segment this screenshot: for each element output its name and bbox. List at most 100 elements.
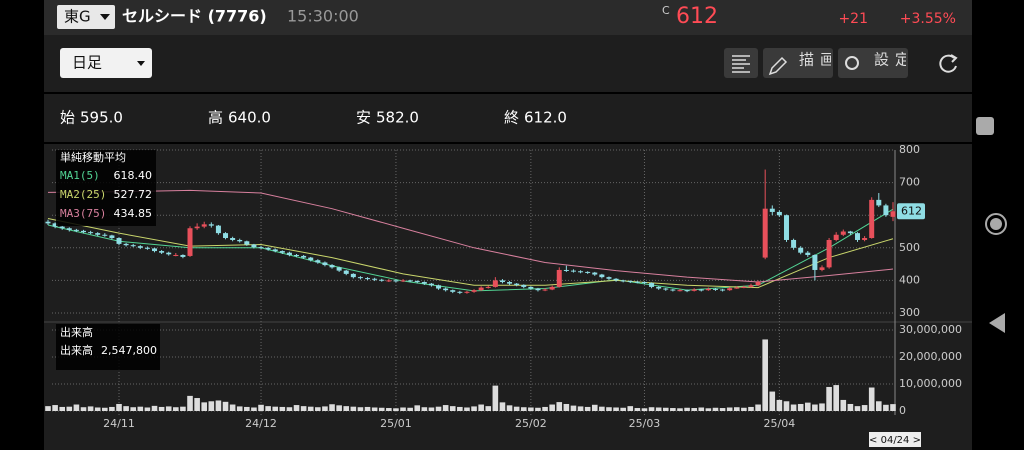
volume-bar [87, 406, 94, 411]
candle-body [585, 271, 591, 273]
volume-bar [620, 407, 626, 411]
volume-bar [350, 406, 357, 411]
volume-bar [307, 406, 314, 411]
y-tick-label: 800 [899, 143, 920, 156]
candle-body [677, 290, 683, 292]
volume-bar [449, 406, 456, 411]
volume-legend-value: 2,547,800 [101, 344, 157, 357]
candle-body [443, 288, 449, 291]
candle-body [521, 284, 527, 287]
candle-body [279, 251, 285, 253]
candle-body [542, 289, 548, 291]
candle-body [52, 223, 58, 227]
candle-body [180, 254, 186, 257]
candle-body [528, 286, 534, 289]
volume-bar [748, 406, 754, 411]
volume-bar [116, 403, 122, 411]
candle-body [343, 270, 349, 274]
y-tick-label: 500 [899, 241, 920, 254]
candle-body [244, 241, 250, 245]
candle-body [883, 205, 889, 216]
nav-home[interactable] [985, 213, 1007, 235]
candle-body [563, 269, 569, 271]
volume-bar [677, 408, 683, 411]
candle-body [847, 231, 853, 234]
volume-title: 出来高 [60, 325, 93, 339]
layout-button[interactable] [724, 48, 758, 78]
candle-body [272, 249, 278, 252]
candle-body [400, 280, 406, 282]
summary-value: 640.0 [228, 109, 271, 127]
candle-body [507, 282, 513, 284]
volume-bar [222, 401, 229, 411]
legend-name: MA3(75) [60, 207, 106, 220]
candle-body [641, 282, 647, 284]
volume-bar [293, 405, 300, 411]
legend-value: 618.40 [114, 169, 153, 182]
market: 東G [64, 8, 91, 26]
candle-body [649, 283, 655, 287]
volume-bar [315, 407, 321, 411]
volume-bar [244, 406, 250, 411]
candle-body [450, 290, 456, 292]
y-tick-label: 20,000,000 [899, 350, 962, 363]
candle-body [776, 211, 782, 216]
nav-back[interactable] [989, 313, 1005, 333]
volume-bar [386, 408, 392, 411]
candle-body [301, 255, 307, 258]
volume-bar [144, 407, 151, 411]
candle-body [826, 239, 832, 268]
nav-home-dot [990, 218, 1002, 230]
candle-body [492, 280, 498, 287]
candle-body [407, 280, 413, 282]
volume-bar [258, 404, 264, 411]
candle-body [634, 281, 640, 283]
summary-value: 595.0 [80, 109, 123, 127]
volume-bar [819, 403, 825, 411]
candle-body [805, 252, 811, 255]
candle-body [208, 224, 214, 226]
volume-bar [286, 407, 293, 411]
refresh-icon[interactable] [939, 54, 957, 73]
period-select[interactable] [60, 48, 152, 78]
candle-body [173, 254, 179, 256]
volume-bar [201, 402, 208, 411]
x-tick-label: 24/11 [103, 417, 135, 430]
cursor-date-box [869, 432, 921, 447]
volume-bar [343, 406, 350, 411]
volume-bar [428, 407, 435, 411]
volume-bar [883, 404, 889, 411]
candle-body [854, 233, 860, 240]
candle-body [329, 265, 335, 268]
volume-bar [59, 406, 66, 411]
candle-body [798, 247, 804, 253]
volume-bar [158, 406, 165, 411]
market-select[interactable] [57, 5, 115, 29]
candle-body [116, 238, 122, 244]
top-bar [44, 0, 972, 35]
candle-body [123, 243, 129, 246]
candle-body [187, 228, 193, 256]
candle-body [59, 226, 65, 229]
nav-recent[interactable] [976, 117, 994, 135]
volume-bar [393, 408, 399, 411]
volume-bar [102, 407, 108, 411]
candle-body [606, 277, 612, 279]
summary-label: 高 [208, 109, 223, 127]
legend-name: MA1(5) [60, 169, 100, 182]
candle-body [265, 247, 271, 250]
candle-body [109, 235, 115, 239]
candle-body [840, 231, 846, 235]
volume-bar [790, 404, 797, 411]
time: 15:30:00 [287, 7, 359, 26]
candle-body [421, 282, 427, 284]
volume-bar [513, 406, 520, 411]
candle-body [102, 234, 108, 236]
candle-body [386, 280, 392, 282]
settings-button[interactable] [838, 48, 908, 78]
draw-button[interactable] [763, 48, 833, 78]
price-prefix: C [662, 4, 670, 17]
volume-bar [783, 401, 790, 411]
candle-body [393, 280, 399, 282]
volume-bar [769, 391, 776, 411]
